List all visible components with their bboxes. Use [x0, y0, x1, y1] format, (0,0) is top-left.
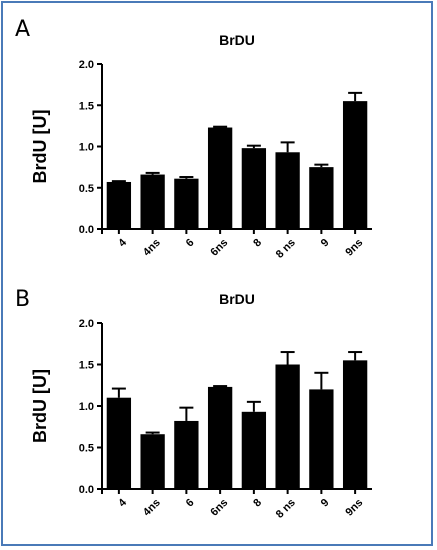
panel-b-bar	[207, 386, 233, 489]
panel-b-bar	[342, 360, 368, 489]
panel-b-bar	[174, 420, 199, 489]
panel-b-x-tick-label: 6	[184, 497, 197, 510]
panel-a-bar	[342, 101, 368, 229]
panel-a-x-tick-label: 4	[116, 236, 129, 249]
panel-a-x-tick-label: 9ns	[343, 237, 365, 259]
panel-a-bar	[106, 181, 132, 229]
panel-b-x-tick-label: 4ns	[141, 497, 163, 519]
panel-b-bar	[106, 397, 132, 489]
panel-b-x-tick-label: 6ns	[208, 497, 230, 519]
panel-b-x-tick-label: 9ns	[343, 497, 365, 519]
panel-b-bar	[241, 411, 267, 489]
panel-letter-a: A	[15, 17, 31, 42]
panel-a-y-tick-label: 0.0	[79, 224, 94, 236]
panel-b-bar	[309, 389, 334, 489]
panel-a-y-tick-label: 0.5	[79, 183, 94, 195]
panel-a-chart-title: BrDU	[219, 32, 255, 48]
panel-a-bar	[174, 178, 199, 229]
panel-b-y-tick-label: 0.0	[79, 484, 94, 496]
panel-b-y-tick-label: 1.5	[79, 360, 94, 372]
panel-b-y-tick-label: 2.0	[79, 318, 94, 330]
panel-a-y-axis-label: BrdU [U]	[30, 110, 50, 184]
panel-b-bar	[275, 364, 300, 489]
panel-b-y-tick-label: 1.0	[79, 401, 94, 413]
panel-b-chart-title: BrDU	[219, 291, 255, 307]
panel-a-x-tick-label: 6	[184, 237, 197, 250]
panel-b-x-tick-label: 8	[251, 497, 264, 510]
panel-a-y-tick-label: 1.5	[79, 100, 94, 112]
panel-a-bar	[207, 127, 233, 229]
panel-a-y-tick-label: 2.0	[79, 59, 94, 71]
panel-letter-b: B	[15, 287, 31, 312]
panel-a-y-tick-label: 1.0	[79, 142, 94, 154]
panel-a-x-tick-label: 4ns	[141, 237, 163, 259]
panel-a-bar	[241, 148, 267, 229]
panel-a-x-tick-label: 6ns	[208, 237, 230, 259]
panel-b-x-tick-label: 4	[116, 496, 129, 509]
panel-a-bar	[309, 167, 334, 229]
panel-a-bar	[140, 174, 165, 229]
panel-b-bar	[140, 434, 165, 489]
panel-a-x-tick-label: 8 ns	[274, 237, 298, 261]
panel-a-x-tick-label: 9	[319, 237, 332, 250]
panel-a-x-tick-label: 8	[251, 237, 264, 250]
panel-b-y-axis-label: BrdU [U]	[30, 369, 50, 443]
panel-b-y-tick-label: 0.5	[79, 443, 94, 455]
panel-b-x-tick-label: 9	[319, 497, 332, 510]
panel-a-bar	[275, 152, 300, 229]
panel-b-x-tick-label: 8 ns	[274, 497, 298, 521]
